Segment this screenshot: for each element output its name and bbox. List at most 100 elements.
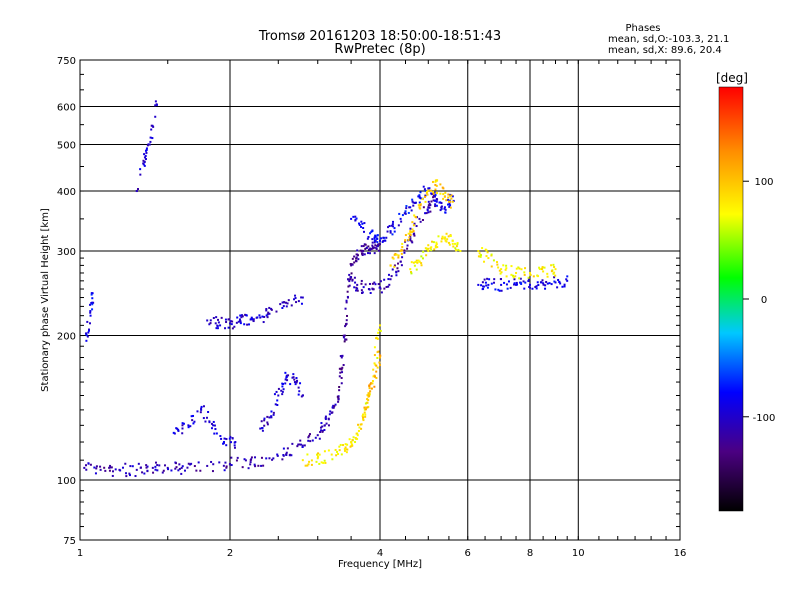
echo-point: [289, 383, 292, 386]
echo-point: [523, 271, 526, 274]
echo-point: [498, 269, 501, 272]
echo-point: [355, 432, 358, 435]
echo-point: [308, 433, 311, 436]
echo-point: [121, 466, 124, 469]
echo-point: [377, 331, 380, 334]
echo-point: [565, 278, 568, 281]
echo-point: [292, 376, 295, 379]
echo-point: [167, 468, 170, 471]
echo-point: [485, 255, 488, 258]
echo-point: [235, 321, 238, 324]
echo-point: [354, 218, 357, 221]
echo-point: [387, 273, 390, 276]
echo-point: [265, 314, 268, 317]
echo-point: [370, 387, 373, 390]
echo-point: [553, 266, 556, 269]
echo-point: [432, 190, 435, 193]
echo-point: [134, 475, 137, 478]
echo-point: [297, 393, 300, 396]
echo-point: [371, 246, 374, 249]
echo-point: [129, 465, 132, 468]
echo-point: [282, 305, 285, 308]
echo-point: [397, 270, 400, 273]
echo-point: [534, 285, 537, 288]
echo-point: [348, 273, 351, 276]
echo-point: [222, 464, 225, 467]
echo-point: [301, 444, 304, 447]
echo-point: [149, 136, 152, 139]
echo-point: [379, 329, 382, 332]
echo-point: [355, 256, 358, 259]
y-tick-label: 750: [57, 56, 76, 67]
echo-point: [223, 437, 226, 440]
echo-point: [430, 189, 433, 192]
echo-point: [410, 240, 413, 243]
echo-point: [519, 281, 522, 284]
echo-point: [420, 255, 423, 258]
echo-point: [496, 261, 499, 264]
echo-point: [281, 393, 284, 396]
echo-point: [143, 472, 146, 475]
echo-point: [362, 227, 365, 230]
echo-point: [375, 337, 378, 340]
echo-point: [409, 231, 412, 234]
echo-point: [224, 461, 227, 464]
echo-point: [360, 245, 363, 248]
echo-point: [435, 204, 438, 207]
echo-point: [419, 191, 422, 194]
echo-point: [280, 389, 283, 392]
echo-point: [493, 281, 496, 284]
echo-point: [456, 241, 459, 244]
echo-point: [397, 254, 400, 257]
echo-point: [376, 234, 379, 237]
echo-point: [421, 257, 424, 260]
echo-point: [411, 200, 414, 203]
echo-point: [260, 456, 263, 459]
echo-point: [351, 263, 354, 266]
echo-point: [103, 466, 106, 469]
echo-point: [208, 421, 211, 424]
echo-point: [527, 277, 530, 280]
echo-point: [349, 445, 352, 448]
echo-point: [524, 267, 527, 270]
echo-point: [487, 283, 490, 286]
echo-point: [209, 319, 212, 322]
echo-point: [377, 243, 380, 246]
echo-point: [362, 417, 365, 420]
echo-point: [527, 276, 530, 279]
echo-point: [266, 313, 269, 316]
echo-point: [424, 247, 427, 250]
echo-point: [401, 214, 404, 217]
echo-point: [301, 445, 304, 448]
echo-point: [272, 413, 275, 416]
echo-point: [262, 464, 265, 467]
echo-point: [506, 287, 509, 290]
echo-point: [317, 455, 320, 458]
echo-point: [379, 324, 381, 327]
echo-point: [375, 376, 378, 379]
echo-point: [332, 404, 335, 407]
echo-point: [482, 285, 485, 288]
echo-point: [273, 393, 276, 396]
echo-point: [419, 207, 422, 210]
echo-point: [428, 187, 431, 190]
colorbar: [718, 86, 744, 512]
echo-point: [537, 275, 540, 278]
echo-point: [368, 282, 371, 285]
echo-point: [373, 241, 376, 244]
echo-point: [345, 319, 348, 322]
echo-point: [335, 454, 338, 457]
echo-point: [542, 270, 545, 273]
echo-point: [290, 454, 293, 457]
echo-point: [485, 284, 488, 287]
echo-point: [296, 445, 299, 448]
echo-point: [177, 469, 180, 472]
echo-point: [447, 196, 450, 199]
echo-point: [420, 262, 423, 265]
echo-point: [490, 253, 493, 256]
echo-point: [307, 463, 310, 466]
echo-point: [177, 428, 180, 431]
echo-point: [529, 283, 531, 286]
echo-point: [393, 230, 396, 233]
echo-point: [440, 206, 443, 209]
